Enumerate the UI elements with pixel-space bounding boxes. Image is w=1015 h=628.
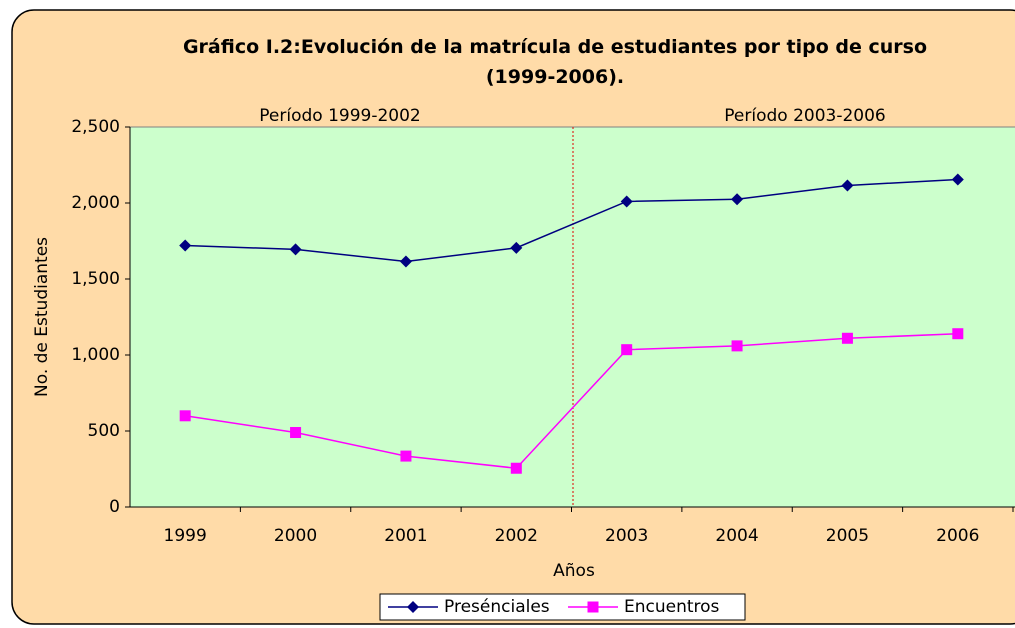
x-tick-label: 2003 <box>605 526 648 546</box>
legend <box>379 593 746 621</box>
series-line <box>185 178 958 263</box>
data-point <box>620 195 633 208</box>
series-line <box>185 332 958 470</box>
data-point <box>951 173 964 186</box>
data-point <box>510 462 522 474</box>
x-tick-label: 2001 <box>384 526 427 546</box>
y-tick-label: 0 <box>109 497 120 517</box>
data-point <box>399 255 412 268</box>
y-tick-label: 2,000 <box>71 193 120 213</box>
chart-title: Gráfico I.2:Evolución de la matrícula de… <box>182 36 928 88</box>
x-axis-label: Años <box>553 561 595 581</box>
data-point <box>952 328 964 340</box>
data-point <box>731 193 744 206</box>
y-tick-label: 1,000 <box>71 345 120 365</box>
annotation: Período 1999-2002 <box>259 106 420 126</box>
x-tick-label: 2002 <box>495 526 538 546</box>
data-point <box>841 332 853 344</box>
legend-label: Encuentros <box>624 597 720 617</box>
data-point <box>731 340 743 352</box>
x-tick-label: 2006 <box>936 526 979 546</box>
data-point <box>621 344 633 356</box>
annotation: Período 2003-2006 <box>724 106 885 126</box>
data-point <box>841 179 854 192</box>
legend-label: Presénciales <box>444 597 550 617</box>
x-tick-label: 1999 <box>164 526 207 546</box>
y-axis-label: No. de Estudiantes <box>32 237 52 397</box>
x-tick-label: 2000 <box>274 526 317 546</box>
data-point <box>289 243 302 256</box>
data-point <box>400 450 412 462</box>
legend-marker <box>407 601 419 613</box>
legend-marker <box>587 601 599 613</box>
x-tick-label: 2004 <box>715 526 758 546</box>
data-point <box>179 410 191 422</box>
data-point <box>179 239 192 252</box>
data-point <box>510 241 523 254</box>
y-tick-label: 2,500 <box>71 117 120 137</box>
data-point <box>290 427 302 439</box>
y-tick-label: 500 <box>88 421 120 441</box>
y-tick-label: 1,500 <box>71 269 120 289</box>
x-tick-label: 2005 <box>826 526 869 546</box>
